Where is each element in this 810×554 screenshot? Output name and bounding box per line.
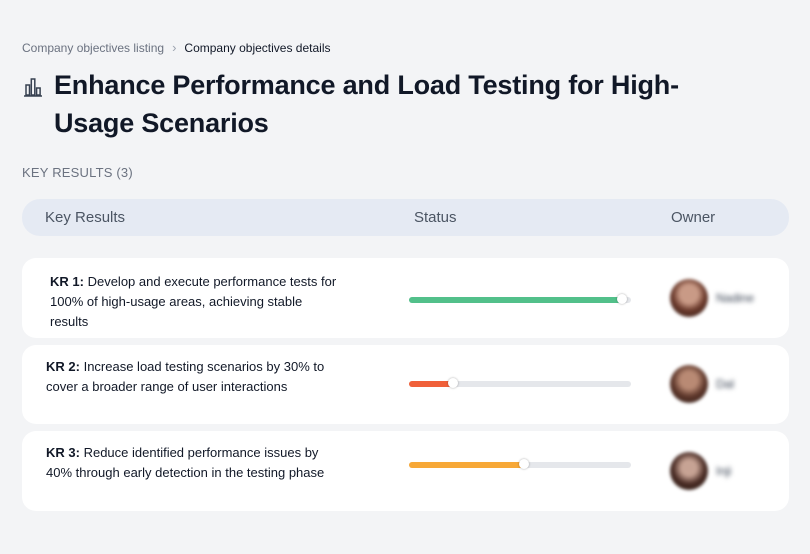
progress-fill: [409, 381, 454, 387]
key-result-row[interactable]: KR 3: Reduce identified performance issu…: [22, 431, 789, 511]
key-result-label: KR 1:: [50, 274, 84, 289]
key-result-row[interactable]: KR 1: Develop and execute performance te…: [22, 258, 789, 338]
table-header: Key Results Status Owner: [22, 199, 789, 236]
key-result-text: Increase load testing scenarios by 30% t…: [46, 359, 325, 394]
owner-name: Dal: [716, 377, 735, 391]
page-header: Enhance Performance and Load Testing for…: [22, 66, 742, 142]
avatar: [670, 279, 708, 317]
key-result-description: KR 3: Reduce identified performance issu…: [46, 443, 346, 483]
owner-name: Inji: [716, 464, 732, 478]
breadcrumb-separator: ›: [172, 40, 177, 55]
key-result-label: KR 2:: [46, 359, 80, 374]
progress-knob: [448, 378, 459, 388]
key-result-description: KR 1: Develop and execute performance te…: [50, 272, 340, 332]
progress-bar: [409, 378, 631, 388]
column-header-status: Status: [414, 209, 457, 226]
progress-bar: [409, 294, 631, 304]
column-header-owner: Owner: [671, 209, 716, 226]
owner[interactable]: Nadine: [670, 279, 754, 317]
progress-knob: [617, 294, 628, 304]
key-result-description: KR 2: Increase load testing scenarios by…: [46, 357, 346, 397]
page-title: Enhance Performance and Load Testing for…: [54, 70, 679, 138]
progress-knob: [519, 459, 530, 469]
owner-name: Nadine: [716, 291, 755, 305]
breadcrumb-parent-link[interactable]: Company objectives listing: [22, 40, 165, 55]
column-header-key-results: Key Results: [45, 209, 126, 226]
bar-chart-icon: [22, 76, 44, 98]
avatar: [670, 452, 708, 490]
progress-fill: [409, 297, 623, 303]
key-result-label: KR 3:: [46, 445, 80, 460]
key-result-row[interactable]: KR 2: Increase load testing scenarios by…: [22, 345, 789, 424]
owner[interactable]: Inji: [670, 452, 731, 490]
progress-bar: [409, 459, 631, 469]
key-results-count-label: KEY RESULTS (3): [22, 165, 133, 180]
breadcrumb: Company objectives listing › Company obj…: [22, 40, 331, 55]
avatar: [670, 365, 708, 403]
breadcrumb-current: Company objectives details: [184, 40, 331, 55]
owner[interactable]: Dal: [670, 365, 734, 403]
key-result-text: Develop and execute performance tests fo…: [50, 274, 337, 329]
progress-fill: [409, 462, 525, 468]
key-result-text: Reduce identified performance issues by …: [46, 445, 325, 480]
